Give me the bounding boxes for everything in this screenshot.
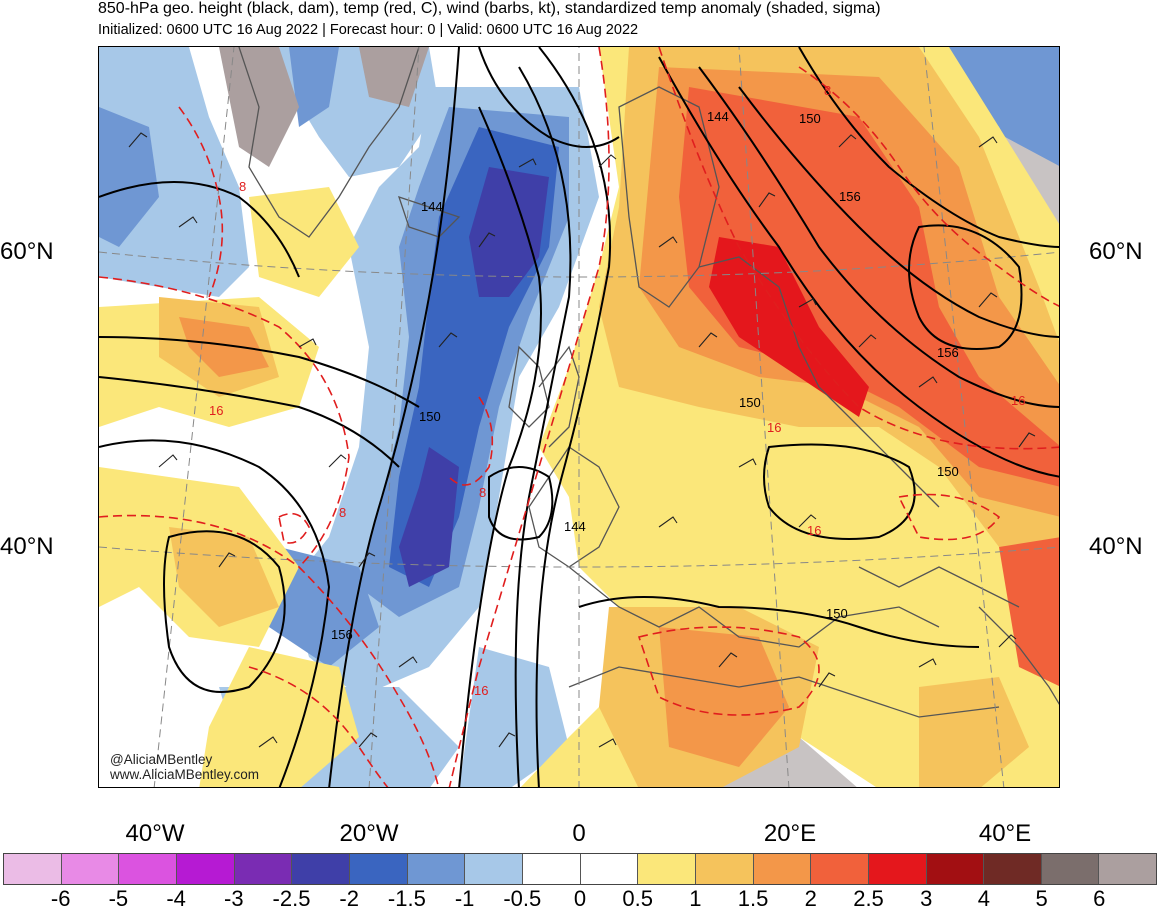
height-label: 144 [707,109,729,124]
temp-label: 16 [1011,393,1025,408]
colorbar-tick-label: 0 [573,886,587,911]
colorbar-swatch [984,854,1042,884]
warm-anomaly-shading [99,47,1059,787]
temp-label: 16 [807,523,821,538]
colorbar-swatch [1041,854,1100,884]
colorbar-swatch [176,854,235,884]
lon-label-40e: 40°E [978,820,1032,847]
cold-anomaly-shading [99,47,1059,787]
colorbar-tick-label: -3 [224,886,244,911]
height-label: 150 [799,111,821,126]
weather-map: 144 150 156 144 150 156 150 144 150 156 … [98,46,1060,788]
colorbar-tick-label: 2.5 [853,886,884,911]
colorbar-tick-label: -1.5 [387,886,426,911]
colorbar-swatch [1099,854,1157,884]
temp-label: 16 [474,683,488,698]
height-label: 156 [331,627,353,642]
colorbar-tick-label: -2 [339,886,359,911]
map-title: 850-hPa geo. height (black, dam), temp (… [98,0,881,17]
temp-label: 8 [824,83,831,98]
lon-label-20w: 20°W [339,820,399,847]
height-label: 144 [564,519,586,534]
colorbar-tick-label: -4 [166,886,186,911]
colorbar-swatch [522,854,581,884]
height-label: 156 [937,345,959,360]
map-subtitle: Initialized: 0600 UTC 16 Aug 2022 | Fore… [98,22,639,38]
colorbar-swatch [119,854,177,884]
colorbar-tick-label: -1 [454,886,475,911]
colorbar-swatch [753,854,812,884]
lat-label-60n: 60°N [0,238,54,265]
colorbar-tick-label: 1.5 [737,886,769,911]
credit-website: www.AliciaMBentley.com [110,767,260,782]
lon-label-0: 0 [572,820,586,847]
lat-label-60n-right: 60°N [1089,238,1143,265]
temp-label: 8 [339,505,346,520]
lat-label-40n: 40°N [0,533,54,560]
colorbar-swatch [638,854,696,884]
temp-label: 16 [209,403,223,418]
colorbar-tick-label: 2 [804,886,817,911]
colorbar-swatch [61,854,120,884]
colorbar-tick-label: 5 [1035,886,1048,911]
temp-label: 8 [479,485,486,500]
height-label: 150 [937,464,959,479]
height-label: 150 [826,606,848,621]
height-label: 150 [739,395,761,410]
colorbar-swatch [811,854,869,884]
temp-label: 16 [767,420,781,435]
colorbar-tick-label: -5 [108,886,129,911]
colorbar-swatch [407,854,466,884]
colorbar-swatch [465,854,523,884]
height-contours [99,47,1059,787]
lon-label-40w: 40°W [125,820,185,847]
colorbar-swatch [868,854,927,884]
credit-handle: @AliciaMBentley [110,752,213,767]
contour-labels: 144 150 156 144 150 156 150 144 150 156 … [209,83,1025,698]
colorbar-tick-label: 4 [977,886,991,911]
colorbar-tick-label: 0.5 [622,886,653,911]
temperature-contours [99,47,1059,787]
height-label: 156 [839,189,861,204]
graticule [99,47,1059,787]
colorbar-swatch [349,854,408,884]
colorbar-swatch [234,854,293,884]
colorbar-swatch [695,854,754,884]
height-label: 150 [419,409,441,424]
colorbar-tick-label: 6 [1093,886,1106,911]
temp-label: 8 [239,179,246,194]
colorbar-swatch [4,854,62,884]
colorbar-swatch [292,854,350,884]
colorbar [3,853,1157,885]
height-label: 144 [421,199,443,214]
wind-barbs [128,132,1036,748]
lat-label-40n-right: 40°N [1089,533,1143,560]
colorbar-swatch [926,854,985,884]
colorbar-tick-label: -6 [50,886,71,911]
colorbar-tick-label: 3 [920,886,933,911]
colorbar-tick-label: -0.5 [503,886,542,911]
map-canvas: 144 150 156 144 150 156 150 144 150 156 … [99,47,1059,787]
lon-label-20e: 20°E [763,820,817,847]
coastlines [238,47,1059,718]
colorbar-tick-label: 1 [689,886,702,911]
colorbar-swatch [580,854,639,884]
colorbar-tick-label: -2.5 [272,886,311,911]
